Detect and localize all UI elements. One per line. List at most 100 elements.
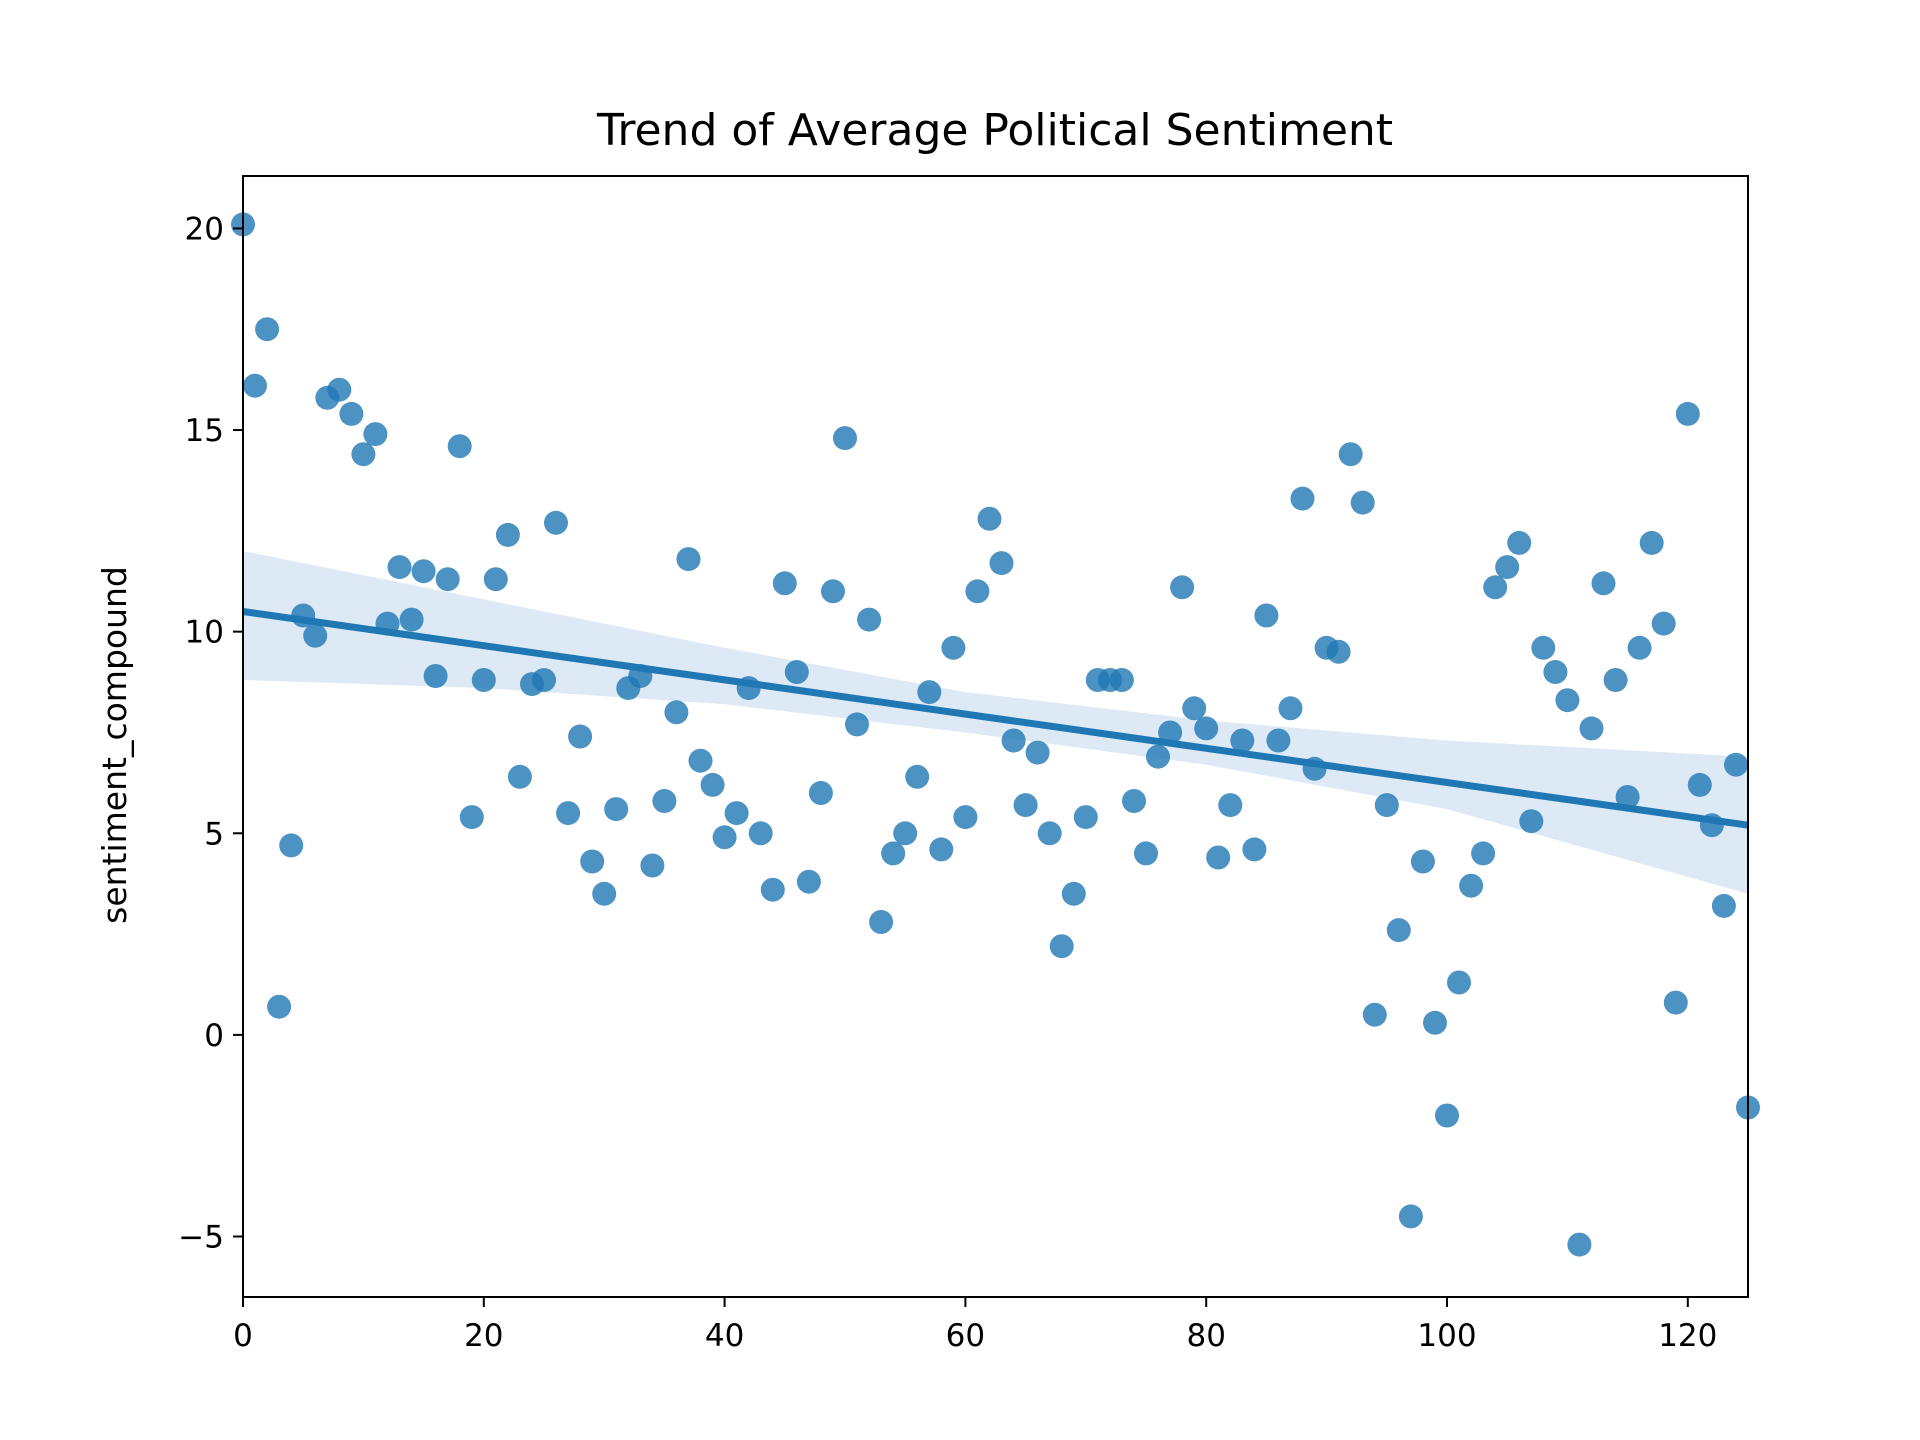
data-point [1146, 744, 1170, 769]
x-tick-label: 120 [1658, 1318, 1717, 1354]
data-point [640, 853, 665, 878]
data-point [1218, 793, 1243, 818]
data-point [857, 607, 882, 632]
data-point [869, 910, 894, 934]
data-point [580, 849, 605, 874]
data-point [447, 434, 472, 459]
data-point [1627, 635, 1652, 660]
data-point [1675, 401, 1700, 426]
data-point [628, 664, 653, 688]
y-axis-ticks: −5 0 5 10 15 20 [178, 211, 243, 1256]
data-point [1483, 575, 1508, 600]
data-point [1122, 789, 1146, 813]
data-point [1531, 635, 1556, 660]
x-tick-label: 80 [1186, 1318, 1225, 1354]
data-point [1206, 845, 1231, 870]
data-point [495, 522, 520, 547]
y-axis-label: sentiment_compound [95, 566, 134, 924]
data-point [1061, 881, 1086, 906]
data-point [471, 668, 496, 692]
data-point [1001, 728, 1026, 753]
data-point [1447, 970, 1471, 995]
data-point [399, 607, 424, 632]
data-point [1398, 1204, 1423, 1229]
data-point [483, 567, 508, 592]
data-point [676, 547, 701, 572]
x-tick-label: 100 [1417, 1318, 1476, 1354]
data-point [893, 821, 918, 846]
confidence-band-layer [243, 551, 1748, 894]
chart-title: Trend of Average Political Sentiment [596, 105, 1393, 156]
data-point [1374, 793, 1399, 818]
y-tick-label: 0 [204, 1018, 224, 1054]
data-point [1073, 805, 1098, 830]
y-tick-label: 5 [204, 816, 224, 852]
data-point [688, 748, 713, 773]
data-point [1037, 821, 1062, 846]
data-point [1338, 442, 1363, 467]
data-point [363, 422, 388, 447]
data-point [941, 635, 966, 660]
plot-area-frame [242, 175, 1749, 1298]
y-tick-label: 15 [185, 413, 224, 449]
data-point [664, 700, 689, 725]
data-point [712, 825, 737, 850]
data-points-layer [231, 212, 1760, 1257]
data-point [279, 833, 304, 858]
data-point [604, 797, 629, 822]
data-point [748, 821, 773, 846]
data-point [1013, 793, 1038, 818]
data-point [917, 680, 942, 705]
data-point [1302, 756, 1327, 781]
data-point [724, 801, 749, 826]
data-point [1326, 639, 1351, 664]
regression-line-layer [242, 608, 1749, 829]
data-point [833, 426, 857, 451]
x-tick-label: 20 [464, 1318, 503, 1354]
data-point [881, 841, 906, 866]
data-point [1194, 716, 1219, 741]
data-point [411, 559, 436, 584]
data-point [1591, 571, 1616, 596]
data-point [1699, 813, 1724, 838]
data-point [339, 401, 364, 426]
x-tick-label: 60 [946, 1318, 985, 1354]
data-point [1230, 728, 1255, 753]
y-tick-label: −5 [178, 1220, 224, 1256]
data-point [375, 611, 400, 636]
data-point [736, 676, 761, 701]
y-tick-label: 20 [185, 211, 224, 247]
data-point [1687, 772, 1712, 797]
data-point [1362, 1002, 1387, 1027]
data-point [1603, 668, 1628, 692]
data-point [327, 377, 352, 402]
data-point [652, 789, 677, 813]
confidence-band [243, 551, 1748, 894]
data-point [1615, 785, 1640, 809]
data-point [1386, 918, 1411, 943]
data-point [977, 506, 1002, 531]
data-point [1410, 849, 1435, 874]
data-point [435, 567, 460, 592]
data-point [1663, 990, 1688, 1015]
data-point [556, 801, 581, 826]
x-axis-ticks: 0 20 40 60 80 100 120 [233, 1297, 1717, 1354]
data-point [1025, 740, 1050, 765]
data-point [1567, 1232, 1592, 1257]
data-point [1182, 696, 1207, 721]
data-point [303, 623, 328, 648]
data-point [592, 881, 617, 906]
data-point [255, 317, 280, 342]
data-point [532, 668, 556, 692]
data-point [965, 579, 990, 604]
data-point [459, 805, 484, 830]
x-tick-label: 0 [233, 1318, 253, 1354]
data-point [929, 837, 954, 862]
data-point [1507, 530, 1532, 555]
data-point [351, 442, 376, 467]
data-point [1254, 603, 1279, 628]
x-tick-label: 40 [705, 1318, 744, 1354]
data-point [1134, 841, 1158, 866]
data-point [953, 805, 978, 830]
data-point [1242, 837, 1267, 862]
